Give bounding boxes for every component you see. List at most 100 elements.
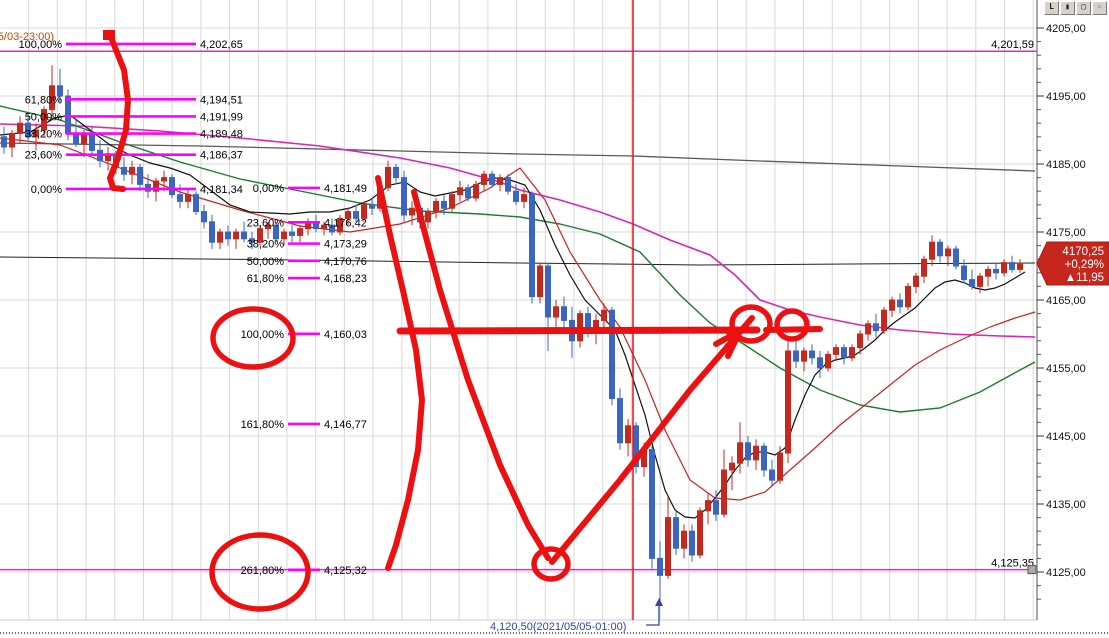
candle-body <box>385 166 391 189</box>
candle-body <box>625 425 631 444</box>
candle-body <box>737 442 743 464</box>
candle-body <box>785 350 791 454</box>
moving-averages <box>0 105 1036 519</box>
fib-percent-label: 261,80% <box>241 565 285 577</box>
candle-body <box>137 166 143 185</box>
candle-body <box>393 166 399 179</box>
fib-percent-label: 161,80% <box>241 419 285 431</box>
candle-body <box>129 166 135 175</box>
candle-body <box>281 231 287 240</box>
candle-body <box>833 347 839 355</box>
candle-body <box>329 224 335 233</box>
price-axis[interactable]: 4205,00 4195,00 4185,00 4175,00 4165,00 4155,… <box>1036 0 1086 620</box>
candle-body <box>769 469 775 481</box>
candle-body <box>201 211 207 223</box>
fib-value-label: 4,186,37 <box>200 150 243 162</box>
candle-body <box>1001 262 1007 274</box>
axis-price-label: 4135,00 <box>1046 499 1086 511</box>
candle-body <box>185 194 191 202</box>
candle-body <box>705 500 711 512</box>
fib-value-label: 4,170,76 <box>324 256 367 268</box>
fib-value-label: 4,194,51 <box>200 94 243 106</box>
candle-body <box>497 177 503 185</box>
candle-body <box>561 306 567 321</box>
candle-body <box>881 309 887 332</box>
candle-body <box>721 469 727 515</box>
candle-body <box>681 530 687 549</box>
low-point-callout: 4,120,50(2021/05/05-01:00) <box>490 598 663 633</box>
axis-price-label: 4125,00 <box>1046 567 1086 579</box>
axis-price-label: 4165,00 <box>1046 295 1086 307</box>
candle-body <box>553 306 559 318</box>
fib-percent-label: 23,60% <box>247 217 285 229</box>
annotation-crossed-circle-line[interactable] <box>763 326 823 333</box>
candle-body <box>361 204 367 219</box>
candle-body <box>905 285 911 308</box>
fib-value-label: 4,181,49 <box>324 183 367 195</box>
candle-body <box>169 177 175 196</box>
fib-value-label: 4,189,48 <box>200 129 243 141</box>
candle-body <box>609 309 615 400</box>
candle-body <box>1 136 7 148</box>
candle-body <box>777 452 783 481</box>
axis-price-label: 4205,00 <box>1046 23 1086 35</box>
fib-percent-label: 0,00% <box>253 183 284 195</box>
hline-price-label: 4,125,35 <box>991 558 1034 570</box>
line-selection-handle[interactable] <box>1027 565 1037 575</box>
ma-green <box>0 105 1036 413</box>
annotation-v-left-leg[interactable] <box>411 189 551 561</box>
candle-body <box>865 323 871 335</box>
fib-percent-label: 100,00% <box>241 329 285 341</box>
annotation-circle-crossed[interactable] <box>774 308 810 342</box>
fib-percent-label: 38,20% <box>25 129 63 141</box>
candle-body <box>913 275 919 287</box>
candle-body <box>729 462 735 471</box>
candle-body <box>345 211 351 219</box>
window-restore-button[interactable]: ▮ <box>1060 1 1075 15</box>
window-close-button[interactable]: ✕ <box>1092 1 1107 15</box>
fib-value-label: 4,202,65 <box>200 39 243 51</box>
annotation-horizontal-line[interactable] <box>396 326 761 335</box>
fib-value-label: 4,168,23 <box>324 273 367 285</box>
fib-value-label: 4,191,99 <box>200 111 243 123</box>
annotation-circle-100pct[interactable] <box>210 306 296 370</box>
annotation-curly-stroke-topleft[interactable] <box>107 37 131 192</box>
candle-body <box>161 177 167 182</box>
badge-change-percent: +0,29% <box>1065 259 1104 271</box>
candle-body <box>689 530 695 556</box>
annotation-handle-square[interactable] <box>103 30 115 40</box>
candle-body <box>249 238 255 243</box>
annotation-circle-261pct[interactable] <box>209 532 311 612</box>
annotation-long-curve[interactable] <box>375 175 425 571</box>
candle-body <box>937 241 943 257</box>
candle-body <box>433 200 439 213</box>
annotation-v-right-leg-arrow-shaft[interactable] <box>549 315 755 565</box>
axis-price-label: 4185,00 <box>1046 159 1086 171</box>
window-maximize-button[interactable]: ▢ <box>1076 1 1091 15</box>
window-minimize-button[interactable]: L <box>1044 1 1059 15</box>
candle-body <box>337 217 343 233</box>
candle-body <box>697 510 703 556</box>
candle-body <box>65 95 71 134</box>
candle-body <box>857 333 863 349</box>
candle-body <box>465 187 471 199</box>
red-annotations <box>103 30 823 612</box>
axis-price-label: 4175,00 <box>1046 227 1086 239</box>
candle-body <box>441 200 447 209</box>
datetime-label: (05/03-23:00) <box>0 31 54 43</box>
candle-body <box>9 132 15 148</box>
candle-body <box>33 129 39 138</box>
axis-price-label: 4155,00 <box>1046 363 1086 375</box>
annotation-circle-v-bottom[interactable] <box>531 546 571 582</box>
candle-body <box>225 231 231 240</box>
candle-body <box>929 241 935 260</box>
candle-body <box>961 265 967 281</box>
candle-body <box>761 445 767 471</box>
candle-body <box>521 194 527 202</box>
annotation-circle-arrow-target[interactable] <box>729 304 773 344</box>
candle-body <box>993 268 999 274</box>
axis-price-label: 4145,00 <box>1046 431 1086 443</box>
candle-body <box>273 224 279 240</box>
